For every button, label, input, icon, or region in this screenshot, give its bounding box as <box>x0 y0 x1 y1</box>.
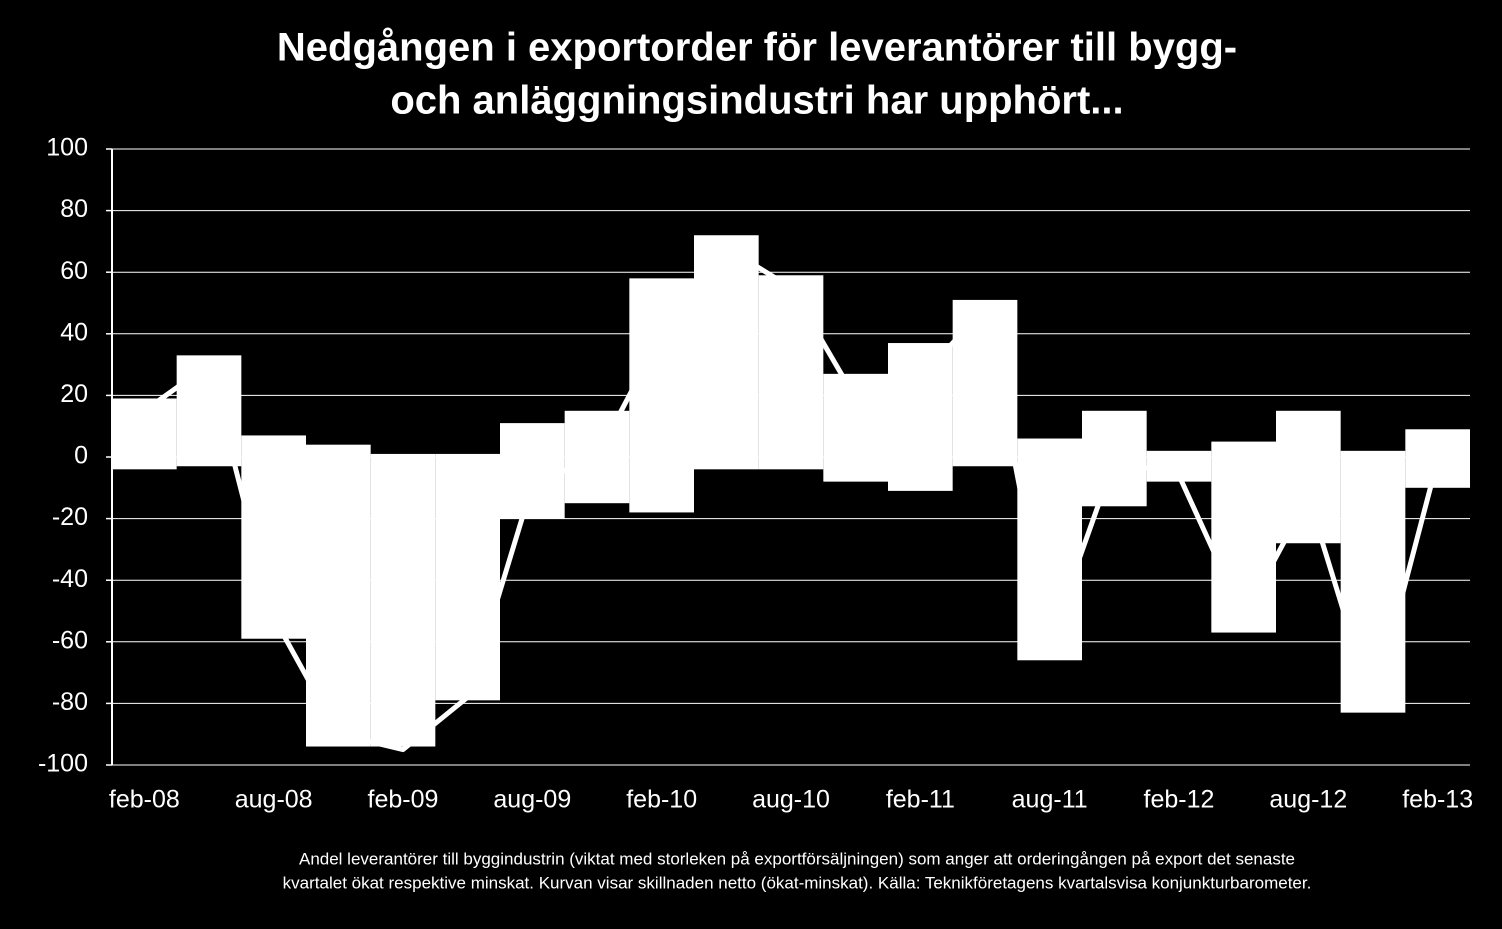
x-tick-label: feb-11 <box>886 786 955 814</box>
bar <box>1211 457 1276 633</box>
bar <box>112 398 177 457</box>
chart-title: Nedgången i exportorder för leverantörer… <box>277 26 1237 70</box>
bar <box>758 275 824 457</box>
bar <box>1405 429 1470 457</box>
bar <box>823 457 888 482</box>
y-tick-label: 0 <box>74 442 88 470</box>
x-tick-label: feb-09 <box>368 786 439 814</box>
y-tick-label: -60 <box>52 626 88 654</box>
x-tick-label: aug-10 <box>752 786 830 814</box>
bar <box>1340 450 1406 457</box>
bar <box>629 457 694 513</box>
note: kvartalet ökat respektive minskat. Kurva… <box>283 873 1312 892</box>
bar <box>500 423 565 457</box>
x-tick-label: feb-12 <box>1144 786 1215 814</box>
bar <box>888 457 953 491</box>
bar <box>564 457 630 504</box>
bar <box>1017 457 1082 661</box>
y-tick-label: 100 <box>46 134 88 162</box>
bar <box>694 235 759 457</box>
x-tick-label: aug-09 <box>493 786 571 814</box>
bar <box>1146 450 1212 457</box>
bar <box>176 457 242 467</box>
bar <box>758 457 824 470</box>
y-tick-label: 40 <box>60 318 88 346</box>
bar <box>1082 410 1147 457</box>
bar <box>1340 457 1406 713</box>
y-tick-label: -100 <box>38 750 88 778</box>
x-tick-label: aug-08 <box>235 786 313 814</box>
x-tick-label: feb-08 <box>109 786 180 814</box>
bar <box>1276 410 1341 457</box>
bar <box>1017 438 1082 457</box>
y-tick-label: 80 <box>60 195 88 223</box>
bar <box>1211 441 1276 457</box>
y-tick-label: -80 <box>52 688 88 716</box>
bar <box>823 373 888 457</box>
bar <box>952 457 1018 467</box>
y-tick-label: 60 <box>60 257 88 285</box>
bar <box>241 435 306 457</box>
bar <box>888 343 953 457</box>
bar <box>112 457 177 470</box>
y-tick-label: -40 <box>52 565 88 593</box>
bar <box>306 457 371 747</box>
y-tick-label: 20 <box>60 380 88 408</box>
y-tick-label: -20 <box>52 503 88 531</box>
bar <box>370 457 436 747</box>
note: Andel leverantörer till byggindustrin (v… <box>299 849 1295 868</box>
bar <box>306 444 371 457</box>
x-tick-label: feb-10 <box>626 786 697 814</box>
bar <box>435 453 500 457</box>
x-tick-label: aug-12 <box>1269 786 1347 814</box>
x-tick-label: feb-13 <box>1402 786 1473 814</box>
bar <box>370 453 436 457</box>
bar <box>435 457 500 701</box>
chart-title: och anläggningsindustri har upphört... <box>390 79 1123 123</box>
net-line <box>142 245 1441 753</box>
x-tick-label: aug-11 <box>1012 786 1088 814</box>
bar <box>694 457 759 470</box>
